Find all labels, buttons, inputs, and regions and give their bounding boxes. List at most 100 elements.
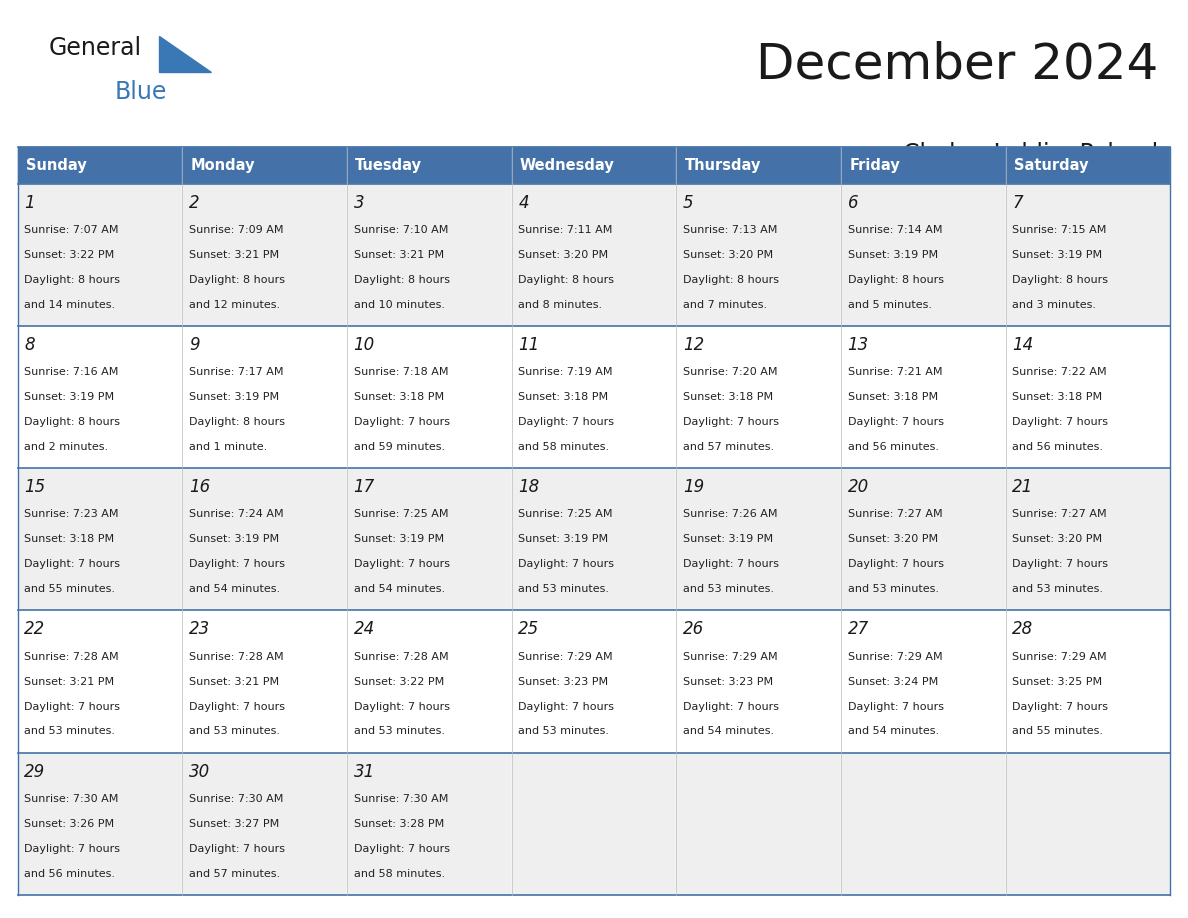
Text: Sunrise: 7:29 AM: Sunrise: 7:29 AM xyxy=(518,652,613,662)
Text: Daylight: 7 hours: Daylight: 7 hours xyxy=(683,559,779,569)
Text: Sunset: 3:20 PM: Sunset: 3:20 PM xyxy=(518,250,608,260)
Text: Daylight: 7 hours: Daylight: 7 hours xyxy=(518,417,614,427)
Text: 25: 25 xyxy=(518,621,539,638)
Text: and 55 minutes.: and 55 minutes. xyxy=(1012,726,1104,736)
Text: and 12 minutes.: and 12 minutes. xyxy=(189,299,280,309)
Text: and 7 minutes.: and 7 minutes. xyxy=(683,299,767,309)
Text: Daylight: 7 hours: Daylight: 7 hours xyxy=(189,701,285,711)
Text: Sunrise: 7:26 AM: Sunrise: 7:26 AM xyxy=(683,509,777,520)
Text: 28: 28 xyxy=(1012,621,1034,638)
Text: and 14 minutes.: and 14 minutes. xyxy=(25,299,115,309)
Text: 10: 10 xyxy=(354,336,375,353)
Text: and 58 minutes.: and 58 minutes. xyxy=(518,442,609,452)
Text: 14: 14 xyxy=(1012,336,1034,353)
Polygon shape xyxy=(159,36,211,72)
Text: Sunrise: 7:30 AM: Sunrise: 7:30 AM xyxy=(189,794,284,804)
Text: Daylight: 7 hours: Daylight: 7 hours xyxy=(847,559,943,569)
Text: Sunrise: 7:09 AM: Sunrise: 7:09 AM xyxy=(189,225,284,235)
Text: Monday: Monday xyxy=(190,158,255,173)
Text: Daylight: 8 hours: Daylight: 8 hours xyxy=(518,274,614,285)
Text: 12: 12 xyxy=(683,336,704,353)
Text: Sunset: 3:19 PM: Sunset: 3:19 PM xyxy=(518,534,608,544)
Text: Sunset: 3:26 PM: Sunset: 3:26 PM xyxy=(25,819,114,829)
Text: Daylight: 8 hours: Daylight: 8 hours xyxy=(683,274,779,285)
Text: Daylight: 7 hours: Daylight: 7 hours xyxy=(1012,417,1108,427)
Text: Daylight: 7 hours: Daylight: 7 hours xyxy=(25,559,120,569)
Text: Daylight: 7 hours: Daylight: 7 hours xyxy=(189,559,285,569)
Text: Chelm, Lublin, Poland: Chelm, Lublin, Poland xyxy=(903,142,1158,166)
Text: Sunday: Sunday xyxy=(26,158,87,173)
Text: Sunrise: 7:29 AM: Sunrise: 7:29 AM xyxy=(683,652,777,662)
Text: Daylight: 8 hours: Daylight: 8 hours xyxy=(25,417,120,427)
Text: and 53 minutes.: and 53 minutes. xyxy=(847,584,939,594)
Text: Sunset: 3:18 PM: Sunset: 3:18 PM xyxy=(683,392,773,402)
Text: Wednesday: Wednesday xyxy=(520,158,614,173)
Text: Daylight: 8 hours: Daylight: 8 hours xyxy=(1012,274,1108,285)
Text: Sunrise: 7:27 AM: Sunrise: 7:27 AM xyxy=(847,509,942,520)
Text: and 56 minutes.: and 56 minutes. xyxy=(1012,442,1104,452)
Text: Daylight: 7 hours: Daylight: 7 hours xyxy=(354,559,449,569)
Text: and 53 minutes.: and 53 minutes. xyxy=(683,584,773,594)
Text: Sunset: 3:22 PM: Sunset: 3:22 PM xyxy=(25,250,115,260)
Text: and 56 minutes.: and 56 minutes. xyxy=(847,442,939,452)
Text: Sunset: 3:19 PM: Sunset: 3:19 PM xyxy=(25,392,114,402)
Text: Daylight: 7 hours: Daylight: 7 hours xyxy=(25,844,120,854)
Text: Daylight: 7 hours: Daylight: 7 hours xyxy=(847,417,943,427)
Text: Sunset: 3:19 PM: Sunset: 3:19 PM xyxy=(847,250,937,260)
Text: Daylight: 7 hours: Daylight: 7 hours xyxy=(518,701,614,711)
Text: 8: 8 xyxy=(25,336,34,353)
Text: Sunset: 3:21 PM: Sunset: 3:21 PM xyxy=(189,250,279,260)
Text: 31: 31 xyxy=(354,763,375,780)
Text: Saturday: Saturday xyxy=(1013,158,1088,173)
Text: General: General xyxy=(49,36,141,60)
Text: Sunrise: 7:28 AM: Sunrise: 7:28 AM xyxy=(354,652,448,662)
Text: 26: 26 xyxy=(683,621,704,638)
Text: and 57 minutes.: and 57 minutes. xyxy=(683,442,775,452)
Text: Sunrise: 7:30 AM: Sunrise: 7:30 AM xyxy=(25,794,119,804)
Text: Sunset: 3:19 PM: Sunset: 3:19 PM xyxy=(189,392,279,402)
Text: 22: 22 xyxy=(25,621,45,638)
Text: and 1 minute.: and 1 minute. xyxy=(189,442,267,452)
Text: and 54 minutes.: and 54 minutes. xyxy=(683,726,775,736)
Text: Sunset: 3:23 PM: Sunset: 3:23 PM xyxy=(518,677,608,687)
Text: Daylight: 7 hours: Daylight: 7 hours xyxy=(354,844,449,854)
Text: and 2 minutes.: and 2 minutes. xyxy=(25,442,108,452)
Text: 2: 2 xyxy=(189,194,200,211)
Text: Daylight: 7 hours: Daylight: 7 hours xyxy=(354,417,449,427)
Text: and 57 minutes.: and 57 minutes. xyxy=(189,868,280,879)
Text: 15: 15 xyxy=(25,478,45,496)
Text: Sunset: 3:28 PM: Sunset: 3:28 PM xyxy=(354,819,444,829)
Text: Sunset: 3:18 PM: Sunset: 3:18 PM xyxy=(25,534,114,544)
Text: and 53 minutes.: and 53 minutes. xyxy=(518,584,609,594)
Text: Sunset: 3:19 PM: Sunset: 3:19 PM xyxy=(1012,250,1102,260)
Text: and 53 minutes.: and 53 minutes. xyxy=(189,726,280,736)
Text: Sunset: 3:21 PM: Sunset: 3:21 PM xyxy=(25,677,114,687)
Text: 29: 29 xyxy=(25,763,45,780)
Text: 9: 9 xyxy=(189,336,200,353)
Text: Daylight: 7 hours: Daylight: 7 hours xyxy=(683,701,779,711)
Text: Daylight: 8 hours: Daylight: 8 hours xyxy=(847,274,943,285)
Text: and 10 minutes.: and 10 minutes. xyxy=(354,299,444,309)
Text: Sunrise: 7:28 AM: Sunrise: 7:28 AM xyxy=(25,652,119,662)
Text: 17: 17 xyxy=(354,478,375,496)
Text: Sunrise: 7:20 AM: Sunrise: 7:20 AM xyxy=(683,367,777,377)
Text: and 54 minutes.: and 54 minutes. xyxy=(847,726,939,736)
Text: Sunrise: 7:15 AM: Sunrise: 7:15 AM xyxy=(1012,225,1106,235)
Text: Sunrise: 7:14 AM: Sunrise: 7:14 AM xyxy=(847,225,942,235)
Text: Sunrise: 7:18 AM: Sunrise: 7:18 AM xyxy=(354,367,448,377)
Text: and 53 minutes.: and 53 minutes. xyxy=(1012,584,1104,594)
Text: 16: 16 xyxy=(189,478,210,496)
Text: Sunrise: 7:13 AM: Sunrise: 7:13 AM xyxy=(683,225,777,235)
Text: 20: 20 xyxy=(847,478,868,496)
Text: Daylight: 7 hours: Daylight: 7 hours xyxy=(683,417,779,427)
Text: and 59 minutes.: and 59 minutes. xyxy=(354,442,444,452)
Text: and 53 minutes.: and 53 minutes. xyxy=(25,726,115,736)
Text: Daylight: 8 hours: Daylight: 8 hours xyxy=(189,274,285,285)
Text: 7: 7 xyxy=(1012,194,1023,211)
Text: Sunrise: 7:29 AM: Sunrise: 7:29 AM xyxy=(847,652,942,662)
Text: Sunrise: 7:16 AM: Sunrise: 7:16 AM xyxy=(25,367,119,377)
Text: Sunset: 3:18 PM: Sunset: 3:18 PM xyxy=(847,392,937,402)
Text: and 56 minutes.: and 56 minutes. xyxy=(25,868,115,879)
Text: Tuesday: Tuesday xyxy=(355,158,422,173)
Text: 27: 27 xyxy=(847,621,868,638)
